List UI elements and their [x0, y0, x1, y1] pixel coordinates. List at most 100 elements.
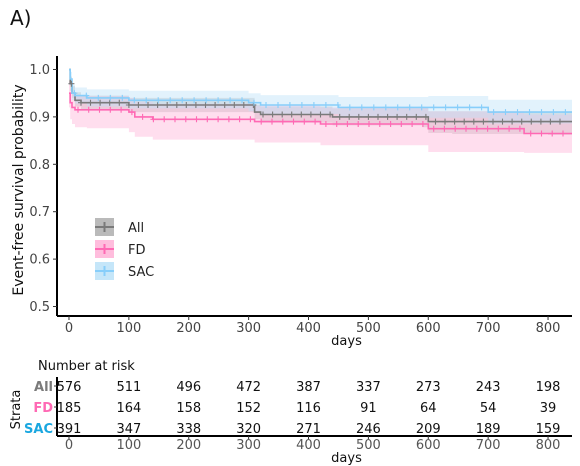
risk-table-title: Number at risk — [38, 359, 135, 374]
censor-marks — [68, 80, 569, 137]
y-tick-label: 1.0 — [29, 63, 50, 78]
legend-label-all[interactable]: All — [128, 221, 144, 236]
censor-mark-all — [97, 99, 104, 106]
risk-x-tick-label: 300 — [236, 438, 261, 453]
censor-mark-sac — [131, 97, 138, 104]
strata-label-sac: SAC — [24, 422, 53, 437]
censor-mark-all — [547, 118, 554, 125]
ci-band-all — [69, 69, 572, 135]
censor-mark-all — [490, 118, 496, 125]
censor-mark-sac — [478, 104, 485, 111]
censor-mark-sac — [227, 97, 234, 104]
censor-mark-all — [422, 113, 429, 120]
censor-mark-fd — [495, 125, 502, 132]
censor-mark-sac — [418, 104, 425, 111]
censor-mark-fd — [96, 106, 103, 113]
censor-mark-fd — [182, 116, 189, 123]
y-tick-label: 0.9 — [29, 110, 50, 125]
censor-mark-fd — [107, 106, 114, 113]
censor-mark-sac — [83, 92, 90, 99]
x-tick-label: 500 — [356, 321, 381, 336]
y-axis-title: Event-free survival probability — [11, 84, 27, 295]
censor-mark-sac — [251, 99, 257, 106]
risk-count-sac: 189 — [476, 422, 501, 437]
censor-mark-all — [240, 102, 247, 108]
risk-count-fd: 158 — [176, 401, 201, 416]
censor-mark-fd — [344, 121, 351, 127]
censor-mark-sac — [143, 97, 150, 104]
censor-mark-sac — [203, 97, 210, 104]
confidence-bands — [69, 69, 572, 153]
censor-mark-fd — [387, 121, 394, 127]
chart-axes: 0.5 0.6 0.7 0.8 0.9 1.0 0 100 200 300 400 500 600 700… — [11, 56, 572, 349]
censor-mark-all — [327, 111, 334, 118]
strata-label-all: All — [34, 380, 53, 395]
legend-label-sac[interactable]: SAC — [128, 265, 154, 280]
x-tick-label: 0 — [65, 321, 73, 336]
censor-mark-sac — [502, 109, 509, 116]
risk-x-tick-label: 500 — [356, 438, 381, 453]
censor-mark-fd — [150, 116, 157, 123]
censor-mark-fd — [549, 130, 556, 137]
censor-mark-fd — [463, 125, 469, 132]
censor-mark-all — [202, 102, 209, 108]
legend-label-fd[interactable]: FD — [128, 243, 146, 258]
censor-mark-fd — [312, 118, 319, 125]
censor-mark-fd — [409, 121, 416, 127]
censor-mark-all — [116, 99, 123, 106]
censor-mark-fd — [322, 121, 329, 127]
censor-mark-sac — [334, 102, 341, 108]
risk-count-fd: 152 — [236, 401, 261, 416]
censor-mark-all — [78, 99, 84, 106]
risk-x-tick-label: 600 — [416, 438, 441, 453]
censor-mark-all — [288, 111, 295, 118]
censor-mark-sac — [490, 109, 497, 116]
censor-mark-fd — [269, 118, 275, 125]
censor-mark-sac — [298, 102, 305, 108]
censor-mark-fd — [85, 106, 92, 113]
censor-mark-all — [442, 118, 448, 125]
censor-mark-all — [375, 113, 381, 120]
censor-mark-fd — [118, 106, 125, 113]
censor-mark-sac — [466, 104, 473, 111]
censor-mark-all — [355, 113, 362, 120]
censor-mark-sac — [550, 109, 557, 116]
censor-mark-sac — [454, 104, 461, 111]
risk-count-all: 273 — [416, 380, 441, 395]
censor-mark-fd — [376, 121, 383, 127]
censor-mark-sac — [394, 104, 401, 111]
censor-mark-all — [279, 111, 286, 118]
censor-mark-all — [480, 118, 487, 125]
x-tick-label: 100 — [116, 321, 141, 336]
risk-count-sac: 391 — [57, 422, 82, 437]
risk-x-tick-label: 200 — [176, 438, 201, 453]
censor-mark-all — [135, 102, 142, 108]
censor-mark-all — [298, 111, 305, 118]
censor-mark-all — [509, 118, 516, 125]
curve-fd — [69, 92, 572, 135]
censor-mark-fd — [527, 130, 534, 137]
chart-legend[interactable]: All FD SAC — [95, 218, 154, 280]
x-axis-title: days — [331, 334, 362, 349]
censor-mark-sac — [322, 102, 329, 108]
censor-mark-sac — [442, 104, 449, 111]
censor-mark-all — [221, 102, 228, 108]
x-tick-label: 400 — [296, 321, 321, 336]
censor-mark-all — [164, 102, 171, 108]
censor-mark-fd — [419, 121, 426, 127]
censor-mark-sac — [263, 102, 269, 108]
censor-mark-sac — [346, 104, 353, 111]
censor-mark-sac — [107, 94, 114, 101]
censor-mark-fd — [516, 125, 523, 132]
censor-mark-all — [528, 118, 535, 125]
censor-mark-fd — [193, 116, 200, 123]
risk-count-all: 387 — [296, 380, 321, 395]
risk-count-sac: 209 — [416, 422, 441, 437]
censor-mark-fd — [225, 116, 232, 123]
risk-count-fd: 91 — [360, 401, 377, 416]
censor-mark-sac — [167, 97, 174, 104]
censor-mark-fd — [484, 125, 491, 132]
censor-mark-fd — [172, 116, 178, 123]
censor-mark-fd — [355, 121, 362, 127]
risk-x-tick-label: 0 — [65, 438, 73, 453]
